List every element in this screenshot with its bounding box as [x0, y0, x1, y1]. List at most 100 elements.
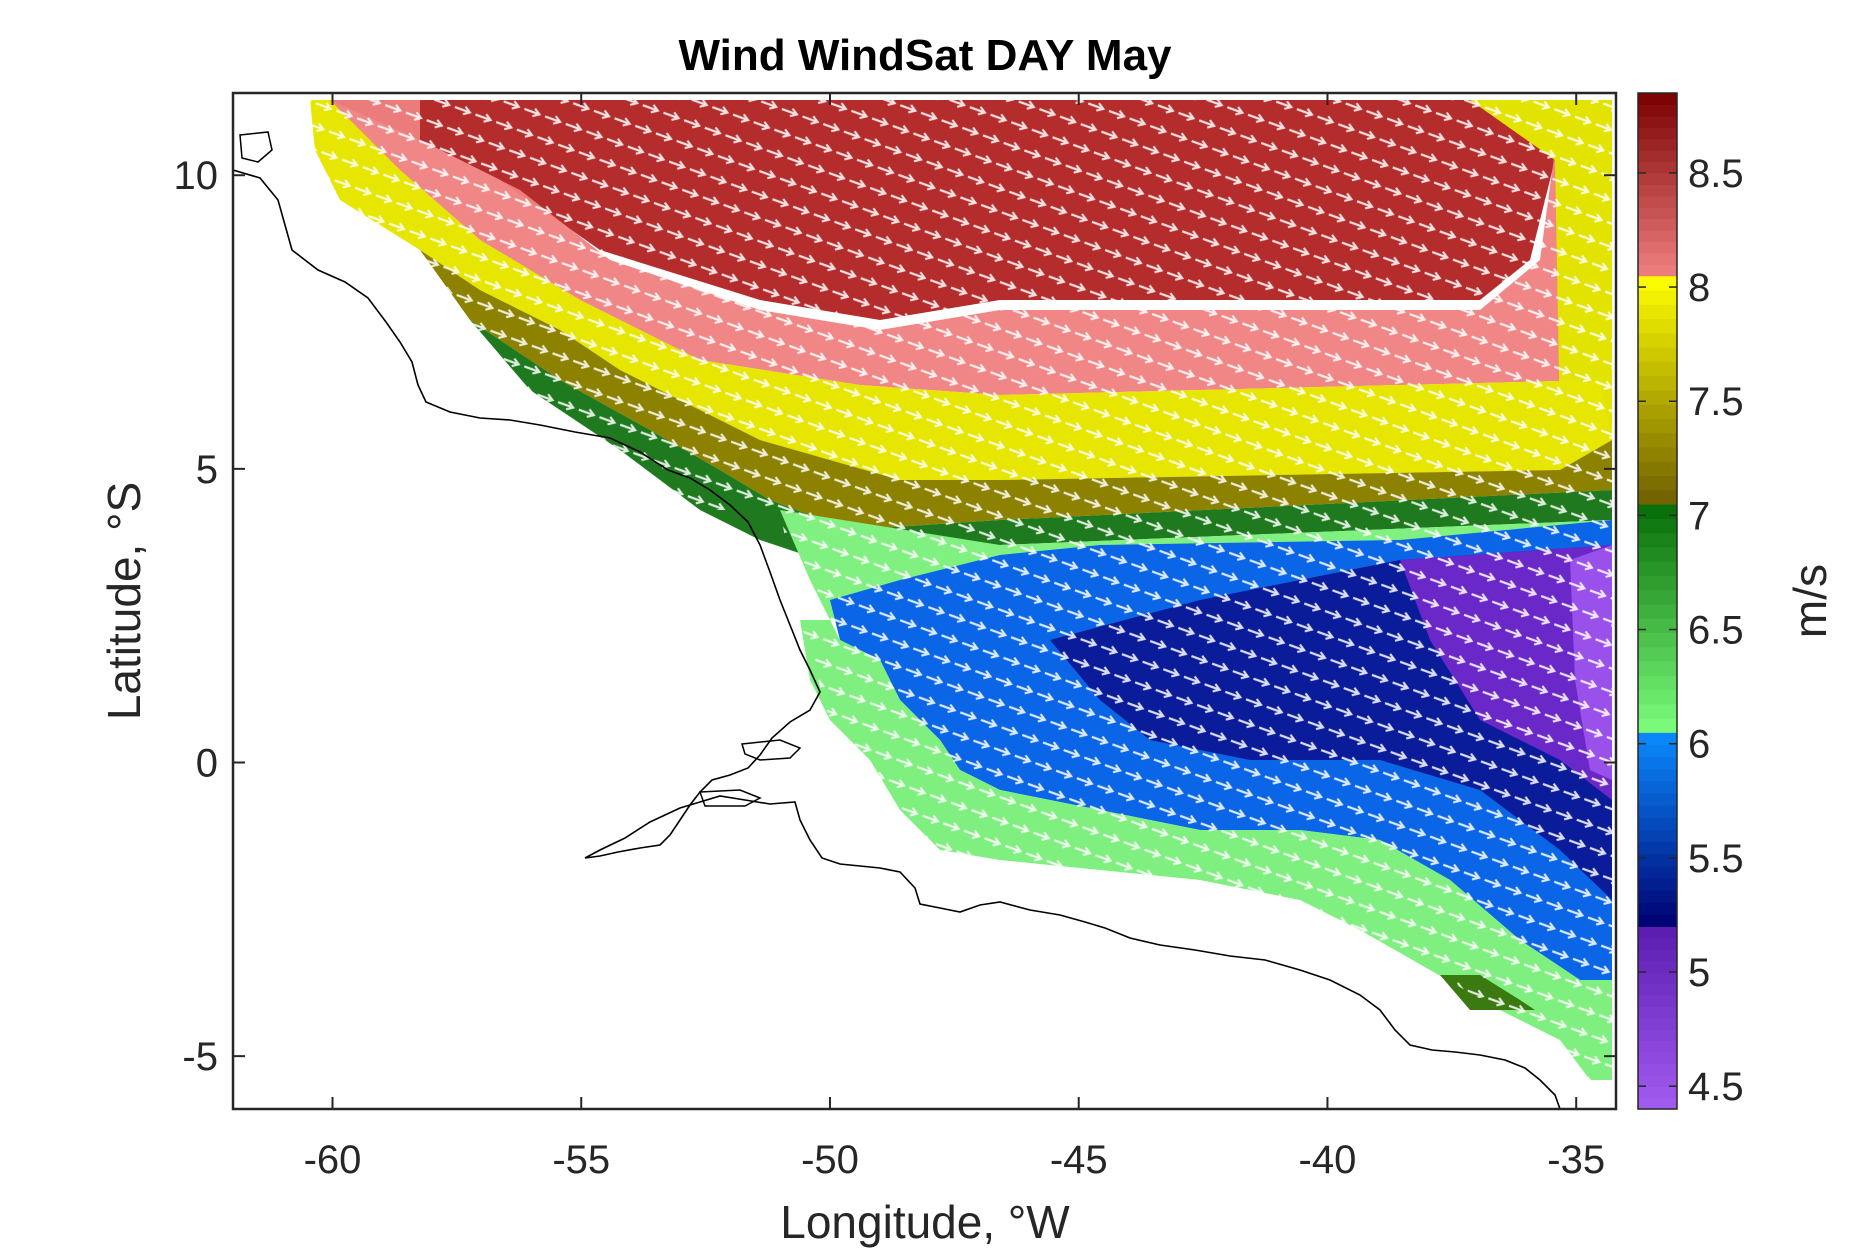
colorbar-step	[1638, 732, 1677, 746]
colorbar-tick-label: 5.5	[1688, 837, 1744, 881]
colorbar	[1638, 93, 1677, 1110]
colorbar-step	[1638, 865, 1677, 879]
colorbar-step	[1638, 332, 1677, 348]
colorbar-step	[1638, 115, 1677, 128]
colorbar-step	[1638, 589, 1677, 605]
x-tick-label: -40	[1299, 1138, 1357, 1182]
colorbar-step	[1638, 361, 1677, 377]
colorbar-step	[1638, 632, 1677, 648]
x-tick-label: -35	[1547, 1138, 1605, 1182]
colorbar-step	[1638, 461, 1677, 477]
colorbar-step	[1638, 689, 1677, 705]
colorbar-step	[1638, 756, 1677, 770]
colorbar-step	[1638, 829, 1677, 843]
island	[741, 739, 802, 761]
colorbar-step	[1638, 546, 1677, 562]
colorbar-step	[1638, 1074, 1677, 1087]
colorbar-step	[1638, 853, 1677, 867]
colorbar-step	[1638, 218, 1677, 231]
colorbar-step	[1638, 994, 1677, 1007]
colorbar-step	[1638, 792, 1677, 806]
colorbar-step	[1638, 1086, 1677, 1099]
colorbar-tick-label: 4.5	[1688, 1065, 1744, 1109]
plot-frame	[231, 91, 1618, 1111]
colorbar-step	[1638, 889, 1677, 903]
colorbar-step	[1638, 972, 1677, 985]
y-tick-label: 0	[196, 742, 218, 786]
colorbar-step	[1638, 93, 1677, 106]
colorbar-step	[1638, 518, 1677, 534]
colorbar-step	[1638, 138, 1677, 151]
colorbar-step	[1638, 446, 1677, 462]
coastline	[233, 169, 1561, 1109]
colorbar-step	[1638, 289, 1677, 305]
x-tick-label: -60	[304, 1138, 362, 1182]
colorbar-step	[1638, 902, 1677, 915]
x-axis-label: Longitude, °W	[780, 1196, 1070, 1248]
colorbar-step	[1638, 1097, 1677, 1110]
colorbar-step	[1638, 375, 1677, 391]
colorbar-step	[1638, 432, 1677, 448]
colorbar-step	[1638, 229, 1677, 243]
colorbar-step	[1638, 926, 1677, 939]
colorbar-step	[1638, 646, 1677, 662]
colorbar-frame	[1637, 92, 1678, 1110]
colorbar-step	[1638, 264, 1677, 277]
colorbar-step	[1638, 318, 1677, 334]
colorbar-step	[1638, 475, 1677, 491]
chart-title: Wind WindSat DAY May	[678, 31, 1172, 80]
island	[698, 789, 762, 807]
colorbar-step	[1638, 937, 1677, 950]
colorbar-step	[1638, 252, 1677, 265]
colorbar-step	[1638, 489, 1677, 505]
colorbar-step	[1638, 780, 1677, 794]
colorbar-step	[1638, 841, 1677, 855]
colorbar-step	[1638, 1006, 1677, 1019]
colorbar-step	[1638, 575, 1677, 591]
island	[239, 131, 273, 163]
colorbar-step	[1638, 744, 1677, 758]
y-tick-label: -5	[182, 1035, 218, 1079]
colorbar-tick-label: 6	[1688, 723, 1710, 767]
x-tick-label: -50	[801, 1138, 859, 1182]
colorbar-step	[1638, 195, 1677, 208]
colorbar-step	[1638, 1063, 1677, 1076]
wind-speed-field	[233, 100, 1612, 1109]
colorbar-step	[1638, 1040, 1677, 1053]
colorbar-step	[1638, 603, 1677, 619]
colorbar-step	[1638, 404, 1677, 419]
colorbar-step	[1638, 914, 1677, 927]
colorbar-label: m/s	[1784, 564, 1836, 638]
colorbar-tick-label: 8.5	[1688, 152, 1744, 196]
colorbar-step	[1638, 184, 1677, 197]
colorbar-step	[1638, 304, 1677, 320]
colorbar-tick-label: 8	[1688, 266, 1710, 310]
colorbar-step	[1638, 418, 1677, 434]
colorbar-tick-label: 7.5	[1688, 380, 1744, 424]
x-axis-ticks: -60 -55 -50 -45 -40 -35	[304, 93, 1605, 1182]
y-tick-label: 10	[174, 154, 219, 198]
x-tick-label: -55	[552, 1138, 610, 1182]
colorbar-step	[1638, 347, 1677, 362]
colorbar-step	[1638, 161, 1677, 174]
colorbar-step	[1638, 660, 1677, 676]
colorbar-step	[1638, 275, 1677, 291]
colorbar-step	[1638, 532, 1677, 548]
colorbar-step	[1638, 561, 1677, 576]
colorbar-step	[1638, 127, 1677, 140]
colorbar-step	[1638, 618, 1677, 633]
colorbar-step	[1638, 703, 1677, 719]
colorbar-step	[1638, 877, 1677, 891]
colorbar-step	[1638, 503, 1677, 519]
y-tick-label: 5	[196, 448, 218, 492]
colorbar-step	[1638, 1029, 1677, 1042]
colorbar-step	[1638, 150, 1677, 163]
x-tick-label: -45	[1050, 1138, 1108, 1182]
colorbar-step	[1638, 949, 1677, 962]
colorbar-step	[1638, 104, 1677, 117]
wind-vectors	[310, 100, 1612, 1080]
colorbar-tick-label: 6.5	[1688, 609, 1744, 653]
colorbar-step	[1638, 983, 1677, 996]
colorbar-step	[1638, 1017, 1677, 1030]
